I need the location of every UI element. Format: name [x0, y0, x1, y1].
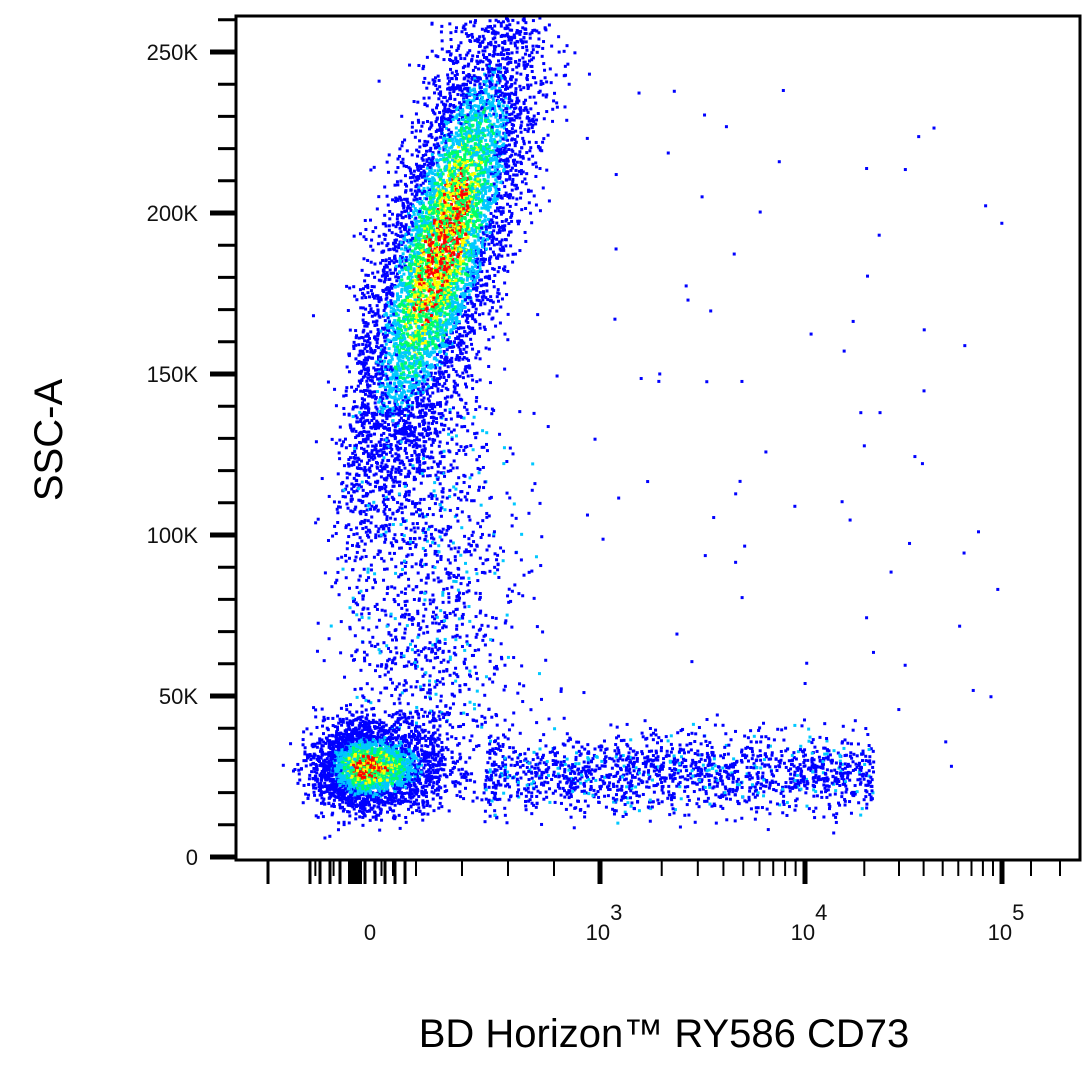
x-tick-cluster — [348, 860, 362, 884]
y-axis-title: SSC-A — [27, 379, 71, 502]
y-tick-label: 50K — [159, 684, 198, 709]
x-axis-title: BD Horizon™ RY586 CD73 — [419, 1012, 910, 1056]
y-axis: 0 50K 100K 150K 200K 250K — [147, 20, 236, 870]
x-tick-label: 0 — [364, 920, 376, 945]
y-tick-label: 150K — [147, 362, 199, 387]
events-layer — [282, 17, 1004, 840]
x-tick-label: 105 — [988, 900, 1025, 945]
y-tick-label: 200K — [147, 201, 199, 226]
y-tick-label: 250K — [147, 40, 199, 65]
y-tick-label: 0 — [186, 845, 198, 870]
y-tick-label: 100K — [147, 523, 199, 548]
x-tick-label: 104 — [791, 900, 828, 945]
x-tick-label: 103 — [586, 900, 623, 945]
x-axis: 0 103 104 105 — [268, 860, 1060, 945]
